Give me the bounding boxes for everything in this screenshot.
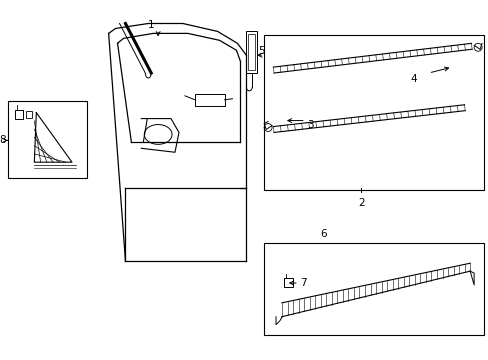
Text: 6: 6 [320,229,326,239]
Bar [15,110,23,118]
Text: 8: 8 [0,135,5,145]
Bar [26,111,32,118]
Bar [264,35,483,190]
Bar [284,278,292,287]
Bar [248,35,255,70]
Text: 3: 3 [306,120,313,130]
Text: 2: 2 [357,198,364,208]
Bar [246,31,257,73]
Bar [194,94,224,106]
Text: 7: 7 [299,278,306,288]
Text: 4: 4 [409,74,416,84]
Text: 5: 5 [258,46,264,56]
Bar [264,243,483,334]
Bar [8,101,87,178]
Text: 1: 1 [147,21,154,31]
